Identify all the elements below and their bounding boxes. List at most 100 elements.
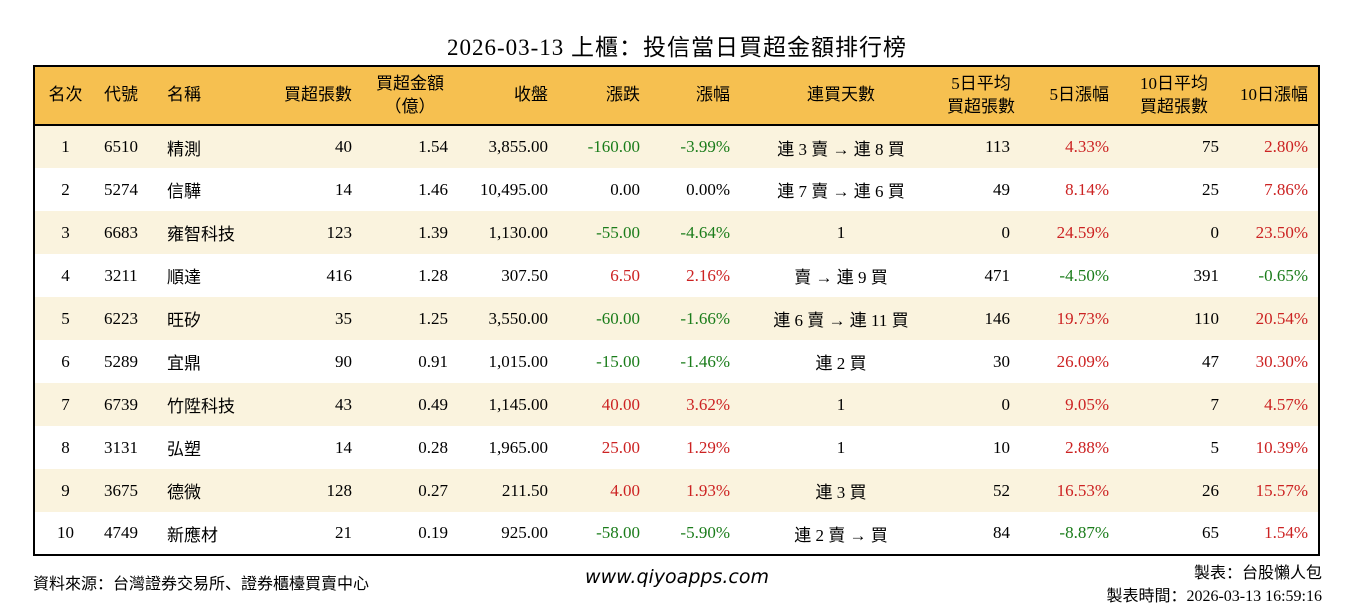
cell-code: 3131	[104, 437, 138, 457]
cell-change-pct: 1.93%	[686, 480, 730, 500]
cell-rank: 1	[61, 137, 70, 156]
cell-change10-pct: 23.50%	[1255, 222, 1308, 242]
footer-data-source: 資料來源：台灣證券交易所、證券櫃檯買賣中心	[33, 576, 370, 593]
cell-rank: 5	[61, 308, 70, 328]
cell-streak: 1	[836, 394, 846, 414]
cell-change: -60.00	[596, 308, 640, 328]
cell-avg10-lots: 7	[1210, 394, 1220, 414]
cell-streak: 連 2 買	[815, 354, 867, 373]
cell-change10-pct: 15.57%	[1255, 480, 1308, 500]
cell-name: 順達	[167, 268, 201, 287]
cell-streak: 1	[836, 222, 846, 242]
cell-name: 雍智科技	[167, 225, 235, 244]
cell-change5-pct: 16.53%	[1056, 480, 1109, 500]
cell-rank: 10	[57, 523, 74, 542]
cell-code: 4749	[104, 523, 138, 542]
cell-change5-pct: 19.73%	[1056, 308, 1109, 328]
cell-rank: 3	[61, 222, 70, 242]
cell-change5-pct: 24.59%	[1056, 222, 1109, 242]
cell-net-buy-lots: 21	[335, 523, 352, 542]
cell-avg10-lots: 0	[1210, 222, 1220, 242]
cell-net-buy-amount: 0.28	[418, 437, 448, 457]
cell-net-buy-lots: 14	[335, 179, 352, 199]
cell-avg10-lots: 25	[1202, 179, 1219, 199]
table-header: 名次 代號 名稱 買超張數 買超金額 （億） 收盤 漲跌 漲幅 連買天數 5日平均 買超張數 5日漲…	[34, 66, 1319, 126]
cell-change: 6.50	[610, 265, 640, 285]
cell-change10-pct: -0.65%	[1258, 265, 1308, 285]
header-change10-pct: 10日漲幅	[1229, 66, 1319, 126]
cell-net-buy-amount: 0.19	[418, 523, 448, 542]
cell-code: 3211	[104, 265, 138, 285]
cell-streak: 連 6 賣 → 連 11 買	[773, 311, 909, 330]
cell-close: 1,015.00	[488, 351, 549, 371]
cell-streak: 連 2 賣 → 買	[794, 525, 888, 545]
cell-avg10-lots: 391	[1193, 265, 1220, 285]
cell-change-pct: 0.00%	[686, 179, 730, 199]
cell-name: 弘塑	[167, 440, 201, 459]
cell-change10-pct: 7.86%	[1264, 179, 1308, 199]
cell-net-buy-amount: 1.46	[418, 179, 448, 199]
cell-rank: 6	[61, 351, 70, 371]
cell-change5-pct: 9.05%	[1065, 394, 1109, 414]
cell-change10-pct: 1.54%	[1264, 523, 1308, 542]
cell-net-buy-amount: 1.54	[418, 137, 448, 156]
table-row: 8 3131 弘塑 14 0.28 1,965.00 25.00 1.29% 1 10 2.88% 5…	[34, 426, 1319, 469]
cell-change10-pct: 30.30%	[1255, 351, 1308, 371]
cell-change: 40.00	[601, 394, 640, 414]
cell-change-pct: 2.16%	[686, 265, 730, 285]
cell-net-buy-amount: 1.28	[418, 265, 448, 285]
cell-close: 3,550.00	[488, 308, 549, 328]
cell-change10-pct: 4.57%	[1264, 394, 1308, 414]
cell-code: 6683	[104, 222, 138, 242]
cell-close: 925.00	[501, 523, 548, 542]
cell-change: 0.00	[610, 179, 640, 199]
cell-net-buy-lots: 90	[335, 351, 352, 371]
cell-change: 25.00	[601, 437, 640, 457]
cell-code: 5274	[104, 179, 138, 199]
page-title: 2026-03-13 上櫃：投信當日買超金額排行榜	[446, 35, 908, 60]
cell-code: 6223	[104, 308, 138, 328]
ranking-table: 名次 代號 名稱 買超張數 買超金額 （億） 收盤 漲跌 漲幅 連買天數 5日平均 買超張數 5日漲…	[33, 65, 1320, 556]
cell-avg10-lots: 47	[1202, 351, 1219, 371]
cell-change: -58.00	[596, 523, 640, 542]
cell-avg5-lots: 30	[993, 351, 1010, 371]
cell-code: 6510	[104, 137, 138, 156]
cell-streak: 連 3 賣 → 連 8 買	[777, 139, 905, 159]
cell-net-buy-lots: 416	[326, 265, 353, 285]
cell-net-buy-lots: 123	[326, 222, 353, 242]
cell-net-buy-amount: 0.91	[418, 351, 448, 371]
table-row: 1 6510 精測 40 1.54 3,855.00 -160.00 -3.99% 連 3 賣 …	[34, 125, 1319, 168]
cell-close: 3,855.00	[488, 137, 549, 156]
cell-name: 精測	[167, 139, 201, 159]
cell-change: -15.00	[596, 351, 640, 371]
table-row: 3 6683 雍智科技 123 1.39 1,130.00 -55.00 -4.64% 1 0 24…	[34, 211, 1319, 254]
cell-rank: 4	[61, 265, 70, 285]
cell-net-buy-lots: 35	[335, 308, 352, 328]
cell-avg10-lots: 110	[1194, 308, 1219, 328]
table-row: 5 6223 旺矽 35 1.25 3,550.00 -60.00 -1.66% 連 6 賣 →…	[34, 297, 1319, 340]
cell-change-pct: -4.64%	[680, 222, 730, 242]
cell-avg5-lots: 0	[1001, 222, 1011, 242]
cell-avg10-lots: 26	[1202, 480, 1219, 500]
cell-rank: 9	[61, 480, 70, 500]
header-change-pct: 漲幅	[650, 66, 740, 126]
cell-avg5-lots: 10	[993, 437, 1010, 457]
cell-change10-pct: 20.54%	[1255, 308, 1308, 328]
header-change5-pct: 5日漲幅	[1020, 66, 1119, 126]
cell-change-pct: -1.46%	[680, 351, 730, 371]
cell-close: 307.50	[501, 265, 548, 285]
footer-made-by: 製表：台股懶人包	[1193, 565, 1322, 582]
cell-change10-pct: 2.80%	[1264, 137, 1308, 156]
cell-name: 德微	[167, 483, 201, 502]
cell-code: 3675	[104, 480, 138, 500]
cell-change5-pct: 26.09%	[1056, 351, 1109, 371]
cell-change-pct: -5.90%	[680, 523, 730, 542]
header-net-buy-lots: 買超張數	[268, 66, 362, 126]
cell-avg10-lots: 75	[1202, 137, 1219, 156]
cell-close: 1,130.00	[488, 222, 549, 242]
table-row: 4 3211 順達 416 1.28 307.50 6.50 2.16% 賣 → 連 9 買 47…	[34, 254, 1319, 297]
table-row: 10 4749 新應材 21 0.19 925.00 -58.00 -5.90% 連 2 賣 →…	[34, 512, 1319, 555]
cell-streak: 連 3 買	[815, 483, 867, 502]
cell-net-buy-amount: 0.49	[418, 394, 448, 414]
